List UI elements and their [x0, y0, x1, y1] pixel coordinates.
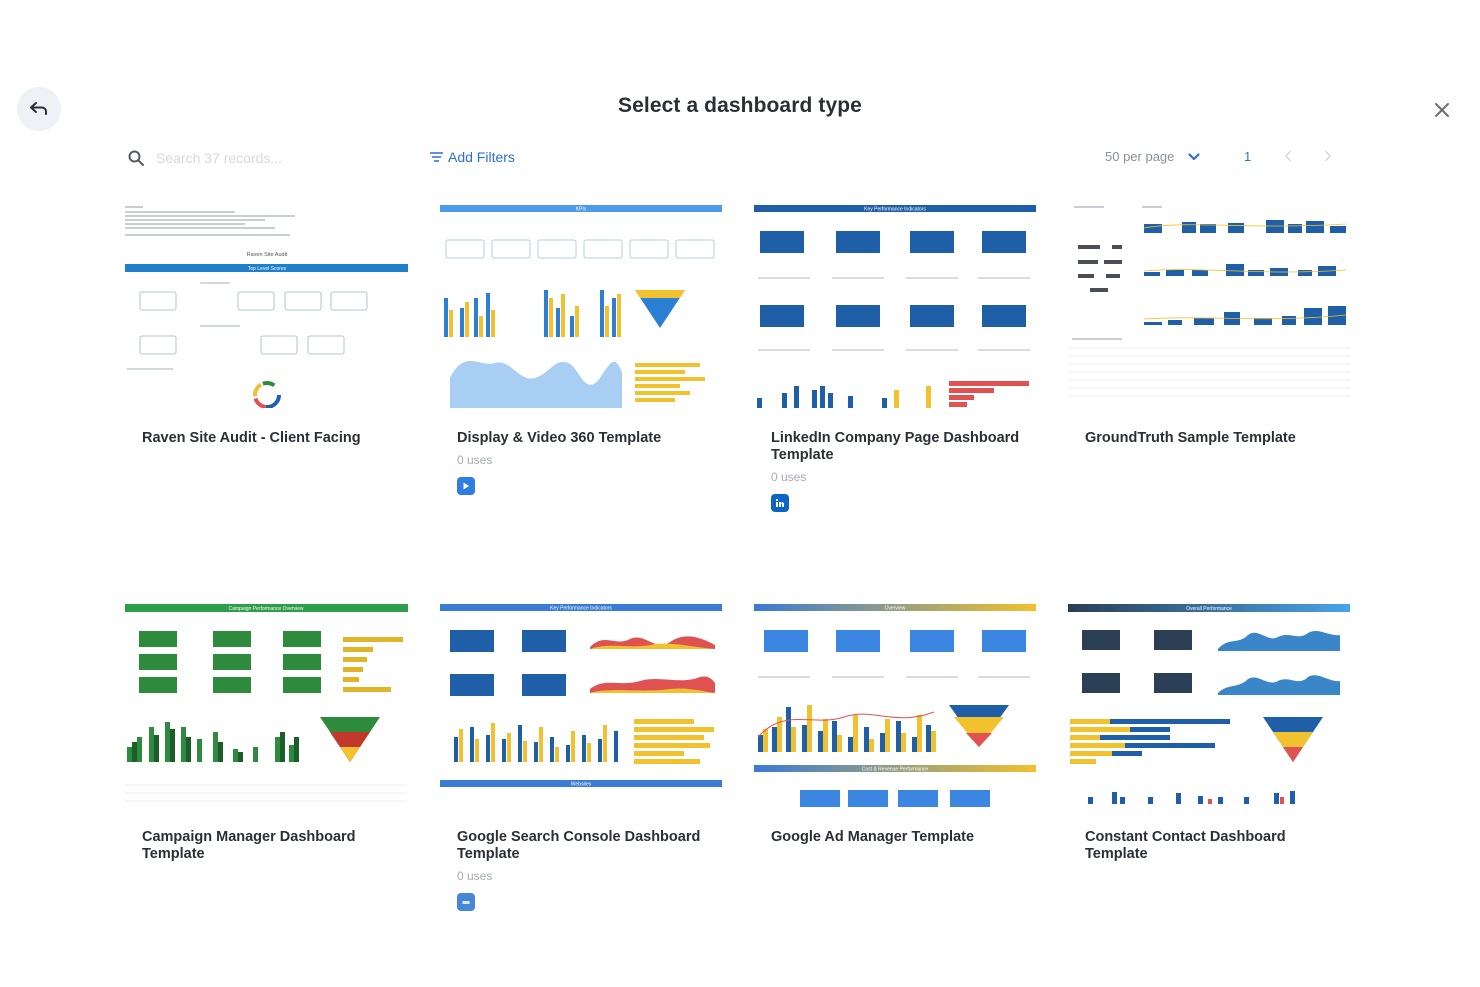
template-card-title: Campaign Manager Dashboard Template	[142, 829, 356, 862]
search-input[interactable]	[154, 149, 398, 167]
search-icon	[128, 150, 144, 166]
template-usage-count: 0 uses	[457, 453, 493, 467]
template-card-title: Google Search Console Dashboard Template	[457, 829, 701, 862]
thumb-banner-text: Key Performance Indicators	[864, 207, 926, 213]
dv360-icon	[457, 477, 475, 495]
template-thumbnail: Campaign Performance Overview	[125, 597, 410, 807]
template-thumbnail: KPIs	[440, 198, 725, 408]
chevron-left-icon[interactable]	[1284, 150, 1292, 162]
template-card-display-video-360[interactable]: KPIs Display & Video 360 Template 0 uses	[440, 198, 725, 495]
close-button[interactable]	[1430, 98, 1454, 122]
add-filters-button[interactable]: Add Filters	[430, 149, 515, 165]
template-thumbnail	[1068, 198, 1353, 408]
back-arrow-icon	[30, 102, 47, 115]
add-filters-label: Add Filters	[448, 149, 515, 165]
template-thumbnail: Overview Cost & Revenue Performance	[754, 597, 1039, 807]
thumb-banner-text: Key Performance Indicators	[550, 606, 612, 612]
template-card-title: GroundTruth Sample Template	[1085, 430, 1296, 446]
template-thumbnail: Raven Site Audit Top Level Scores	[125, 198, 410, 408]
thumb-banner-text: Top Level Scores	[248, 266, 287, 272]
chevron-right-icon[interactable]	[1324, 150, 1332, 162]
template-thumbnail: Overall Performance	[1068, 597, 1353, 807]
template-card-title: Display & Video 360 Template	[457, 430, 662, 446]
back-button[interactable]	[17, 87, 61, 131]
google-search-console-icon	[457, 893, 475, 911]
thumb-brand-text: Raven Site Audit	[247, 252, 288, 258]
search-box	[128, 146, 408, 170]
template-card-groundtruth[interactable]: GroundTruth Sample Template	[1068, 198, 1353, 447]
template-card-raven-site-audit[interactable]: Raven Site Audit Top Level Scores Raven …	[125, 198, 410, 447]
template-card-title: Google Ad Manager Template	[771, 829, 975, 845]
current-page-number[interactable]: 1	[1244, 149, 1252, 164]
thumb-banner2-text: Cost & Revenue Performance	[862, 767, 929, 773]
thumb-banner-text: KPIs	[576, 207, 587, 213]
template-card-google-ad-manager[interactable]: Overview Cost & Revenue Performance Goog…	[754, 597, 1039, 846]
template-card-title: LinkedIn Company Page Dashboard Template	[771, 430, 1020, 463]
template-card-title: Raven Site Audit - Client Facing	[142, 430, 361, 446]
thumb-banner-text: Overview	[885, 606, 906, 612]
template-usage-count: 0 uses	[771, 470, 807, 484]
template-card-google-search-console[interactable]: Key Performance Indicators Websites Goog…	[440, 597, 725, 911]
template-thumbnail: Key Performance Indicators	[754, 198, 1039, 408]
page-title: Select a dashboard type	[618, 94, 862, 117]
close-icon	[1435, 103, 1449, 117]
template-card-linkedin-company-page[interactable]: Key Performance Indicators LinkedIn Comp…	[754, 198, 1039, 512]
thumb-banner-text: Overall Performance	[1186, 606, 1232, 612]
per-page-label: 50 per page	[1105, 149, 1175, 164]
thumb-banner-text: Campaign Performance Overview	[228, 606, 303, 612]
linkedin-icon	[771, 494, 789, 512]
template-card-title: Constant Contact Dashboard Template	[1085, 829, 1286, 862]
filter-icon	[430, 152, 443, 162]
template-card-constant-contact[interactable]: Overall Performance Constant Contact Das…	[1068, 597, 1353, 863]
per-page-select[interactable]: 50 per page	[1105, 149, 1201, 164]
template-usage-count: 0 uses	[457, 869, 493, 883]
template-card-campaign-manager[interactable]: Campaign Performance Overview Campaign M…	[125, 597, 410, 863]
toolbar: Add Filters 50 per page 1	[0, 140, 1480, 176]
chevron-down-icon	[1188, 152, 1201, 160]
thumb-banner2-text: Websites	[571, 782, 592, 788]
template-thumbnail: Key Performance Indicators Websites	[440, 597, 725, 807]
